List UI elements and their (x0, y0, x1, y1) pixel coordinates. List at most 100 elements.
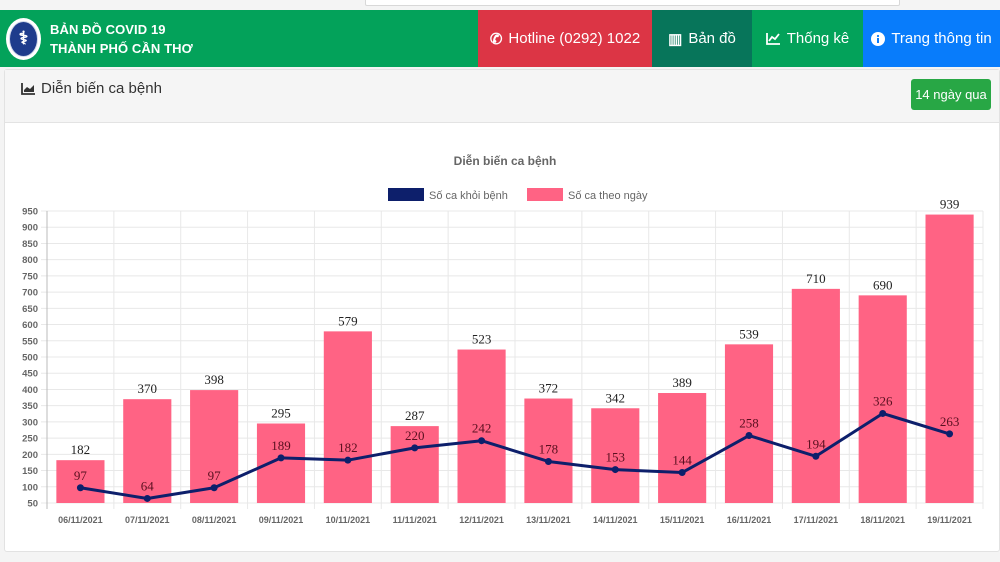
bar (323, 331, 372, 503)
bar-value-label: 539 (739, 326, 759, 341)
bar-value-label: 710 (806, 271, 826, 286)
card-title-text: Diễn biến ca bệnh (41, 80, 162, 97)
nav-map-label: Bản đồ (688, 30, 736, 47)
x-tick-label: 12/11/2021 (459, 515, 504, 525)
map-icon: ▥ (668, 30, 683, 48)
brand-line1: BẢN ĐỒ COVID 19 (50, 21, 166, 37)
y-tick-label: 100 (22, 482, 38, 493)
bar (123, 399, 172, 503)
y-tick-label: 250 (22, 434, 38, 445)
x-tick-label: 07/11/2021 (125, 515, 170, 525)
bar (457, 349, 506, 503)
chart-legend: Số ca khỏi bệnh Số ca theo ngày (388, 188, 648, 202)
y-tick-label: 300 (22, 417, 38, 428)
line-value-label: 194 (806, 436, 826, 451)
line-point (812, 452, 820, 460)
line-value-label: 242 (472, 421, 492, 436)
caduceus-emblem-icon: ⚕ (6, 17, 41, 60)
nav-statistics-label: Thống kê (786, 30, 850, 47)
y-tick-label: 200 (22, 450, 38, 461)
bar-value-label: 579 (338, 313, 358, 328)
recovered-line (80, 411, 951, 500)
x-tick-label: 14/11/2021 (593, 515, 638, 525)
nav-map[interactable]: ▥ Bản đồ (652, 10, 752, 67)
line-point (210, 484, 218, 492)
line-point (143, 494, 151, 502)
bar-value-label: 370 (138, 381, 158, 396)
x-tick-label: 16/11/2021 (727, 515, 772, 525)
bar-value-label: 342 (606, 390, 626, 405)
y-tick-label: 850 (22, 239, 38, 250)
bar (591, 408, 640, 503)
bar-value-label: 690 (873, 277, 893, 292)
bar (56, 460, 105, 503)
line-series (76, 409, 954, 502)
search-input[interactable] (365, 0, 900, 6)
line-value-label: 326 (873, 393, 893, 408)
bar (524, 398, 573, 503)
line-value-label: 153 (606, 450, 626, 465)
bar (190, 390, 239, 503)
y-tick-label: 550 (22, 336, 38, 347)
y-tick-label: 650 (22, 304, 38, 315)
x-axis: 06/11/2021 07/11/2021 08/11/2021 09/11/2021… (58, 515, 972, 525)
x-tick-label: 15/11/2021 (660, 515, 705, 525)
y-tick-label: 50 (27, 499, 38, 510)
brand[interactable]: ⚕ BẢN ĐỒ COVID 19 THÀNH PHỐ CẦN THƠ (0, 10, 478, 67)
nav-hotline[interactable]: ✆ Hotline (0292) 1022 (478, 10, 652, 67)
nav-info-label: Trang thông tin (891, 30, 992, 47)
line-value-label: 263 (940, 414, 960, 429)
y-tick-label: 950 (22, 207, 38, 218)
browser-top-strip (0, 0, 1000, 10)
navbar: ⚕ BẢN ĐỒ COVID 19 THÀNH PHỐ CẦN THƠ ✆ Ho… (0, 10, 1000, 67)
nav-hotline-label: Hotline (0292) 1022 (508, 30, 641, 47)
line-point (277, 454, 285, 462)
bar (925, 214, 974, 503)
line-point (544, 457, 552, 465)
line-value-label: 258 (739, 416, 759, 431)
x-tick-label: 09/11/2021 (259, 515, 304, 525)
nav-statistics[interactable]: Thống kê (752, 10, 863, 67)
bar-value-label: 287 (405, 408, 425, 423)
phone-icon: ✆ (489, 30, 503, 48)
bar (791, 288, 840, 503)
x-tick-label: 10/11/2021 (326, 515, 371, 525)
line-value-label: 64 (141, 478, 155, 493)
line-point (745, 432, 753, 440)
legend-label-0: Số ca khỏi bệnh (429, 190, 508, 202)
legend-swatch-0 (388, 188, 424, 201)
bar-labels: 182 370 398 295 579 287 523 372 342 389 539 710 690 9… (71, 197, 960, 458)
brand-line2: THÀNH PHỐ CẦN THƠ (50, 40, 193, 56)
bar-value-label: 523 (472, 332, 492, 347)
y-tick-label: 350 (22, 401, 38, 412)
line-point (879, 409, 887, 417)
line-value-label: 182 (338, 440, 358, 455)
line-value-label: 97 (208, 468, 222, 483)
line-point (344, 456, 352, 464)
y-tick-label: 500 (22, 353, 38, 364)
x-tick-label: 18/11/2021 (860, 515, 905, 525)
y-tick-label: 450 (22, 369, 38, 380)
y-tick-label: 750 (22, 271, 38, 282)
line-point (946, 430, 954, 438)
legend-label-1: Số ca theo ngày (568, 190, 648, 202)
chart-title: Diễn biến ca bệnh (454, 153, 557, 168)
bar-value-label: 372 (539, 381, 559, 396)
bar-value-label: 182 (71, 442, 91, 457)
bar-value-label: 389 (672, 375, 692, 390)
range-14-days-button[interactable]: 14 ngày qua (911, 79, 991, 110)
nav-info[interactable]: Trang thông tin (863, 10, 1000, 67)
line-labels: 97 64 97 189 182 220 242 178 153 144 258 194 326 263 (74, 393, 959, 493)
line-value-label: 97 (74, 468, 88, 483)
bar (858, 295, 907, 503)
y-tick-label: 150 (22, 466, 38, 477)
page-bottom (0, 552, 1000, 562)
card-title: Diễn biến ca bệnh (21, 80, 162, 97)
bar (658, 393, 707, 503)
x-tick-label: 11/11/2021 (393, 515, 437, 525)
line-chart-icon (765, 33, 780, 45)
x-tick-label: 08/11/2021 (192, 515, 237, 525)
brand-text: BẢN ĐỒ COVID 19 THÀNH PHỐ CẦN THƠ (50, 20, 193, 58)
line-point (478, 437, 486, 445)
bar-value-label: 939 (940, 197, 960, 212)
